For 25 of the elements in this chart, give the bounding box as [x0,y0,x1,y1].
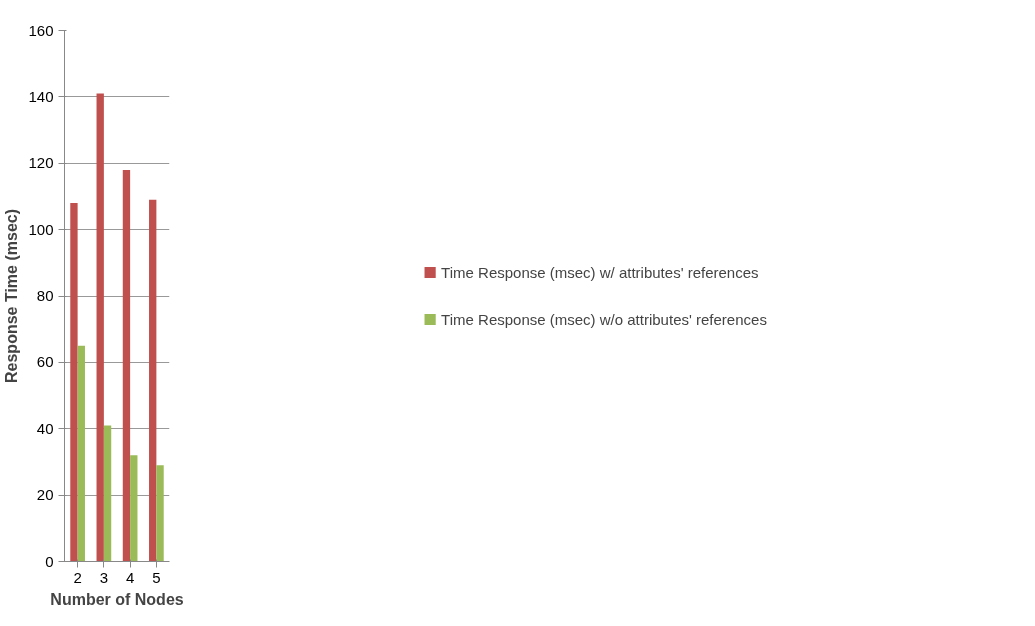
y-tick-label: 80 [36,287,54,304]
bar [130,455,138,562]
legend-label: Time Response (msec) w/o attributes' references [441,310,767,328]
x-tick-label: 5 [152,568,161,586]
bar [96,93,104,562]
bar [156,465,164,562]
y-tick-label: 100 [28,220,54,238]
x-tick-label: 2 [73,568,82,586]
y-tick-label: 40 [36,419,54,437]
y-tick-label: 140 [28,87,54,105]
bar [149,199,157,562]
y-tick-label: 60 [36,353,54,371]
x-tick-label: 4 [125,568,135,586]
bar [70,203,78,562]
bar [122,169,131,562]
bar [77,345,85,562]
bar [103,425,112,562]
x-axis-title: Number of Nodes [50,590,184,608]
y-axis-title: Response Time (msec) [3,209,21,383]
y-tick-label: 160 [28,21,54,39]
y-tick-label: 120 [28,154,54,172]
y-tick-label: 0 [45,552,54,570]
y-tick-label: 20 [36,486,54,504]
legend-label: Time Response (msec) w/ attributes' references [441,263,759,281]
x-tick-label: 3 [99,568,109,586]
